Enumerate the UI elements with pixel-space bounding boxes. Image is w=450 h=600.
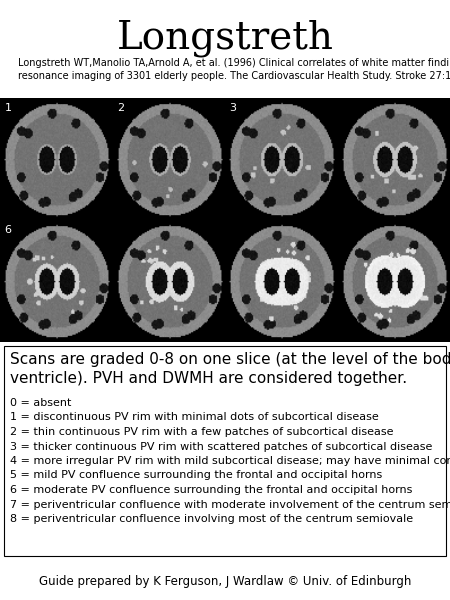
Text: 1: 1: [4, 103, 12, 113]
Text: 3 = thicker continuous PV rim with scattered patches of subcortical disease: 3 = thicker continuous PV rim with scatt…: [10, 442, 432, 451]
Text: 1 = discontinuous PV rim with minimal dots of subcortical disease: 1 = discontinuous PV rim with minimal do…: [10, 413, 379, 422]
Text: 8 = periventricular confluence involving most of the centrum semiovale: 8 = periventricular confluence involving…: [10, 514, 413, 524]
Bar: [0, 98, 450, 342]
Text: 6: 6: [4, 225, 12, 235]
Bar: [4, 346, 446, 556]
Text: 4 = more irregular PV rim with mild subcortical disease; may have minimal conflu: 4 = more irregular PV rim with mild subc…: [10, 456, 450, 466]
Text: 3: 3: [230, 103, 237, 113]
Text: Longstreth: Longstreth: [117, 19, 333, 57]
Text: Image© J Wardlaw, Univ of Edinburgh: Image© J Wardlaw, Univ of Edinburgh: [290, 329, 448, 338]
Text: Longstreth WT,Manolio TA,Arnold A, et al. (1996) Clinical correlates of white ma: Longstreth WT,Manolio TA,Arnold A, et al…: [18, 58, 450, 81]
Text: 0 = absent: 0 = absent: [10, 398, 72, 408]
Text: Guide prepared by K Ferguson, J Wardlaw © Univ. of Edinburgh: Guide prepared by K Ferguson, J Wardlaw …: [39, 575, 411, 588]
Text: 7 = periventricular confluence with moderate involvement of the centrum semioval: 7 = periventricular confluence with mode…: [10, 499, 450, 509]
Text: Scans are graded 0-8 on one slice (at the level of the body of the lateral
ventr: Scans are graded 0-8 on one slice (at th…: [10, 352, 450, 386]
Text: 5 = mild PV confluence surrounding the frontal and occipital horns: 5 = mild PV confluence surrounding the f…: [10, 470, 382, 481]
Text: 2 = thin continuous PV rim with a few patches of subcortical disease: 2 = thin continuous PV rim with a few pa…: [10, 427, 393, 437]
Text: 6 = moderate PV confluence surrounding the frontal and occipital horns: 6 = moderate PV confluence surrounding t…: [10, 485, 412, 495]
Text: 2: 2: [117, 103, 124, 113]
